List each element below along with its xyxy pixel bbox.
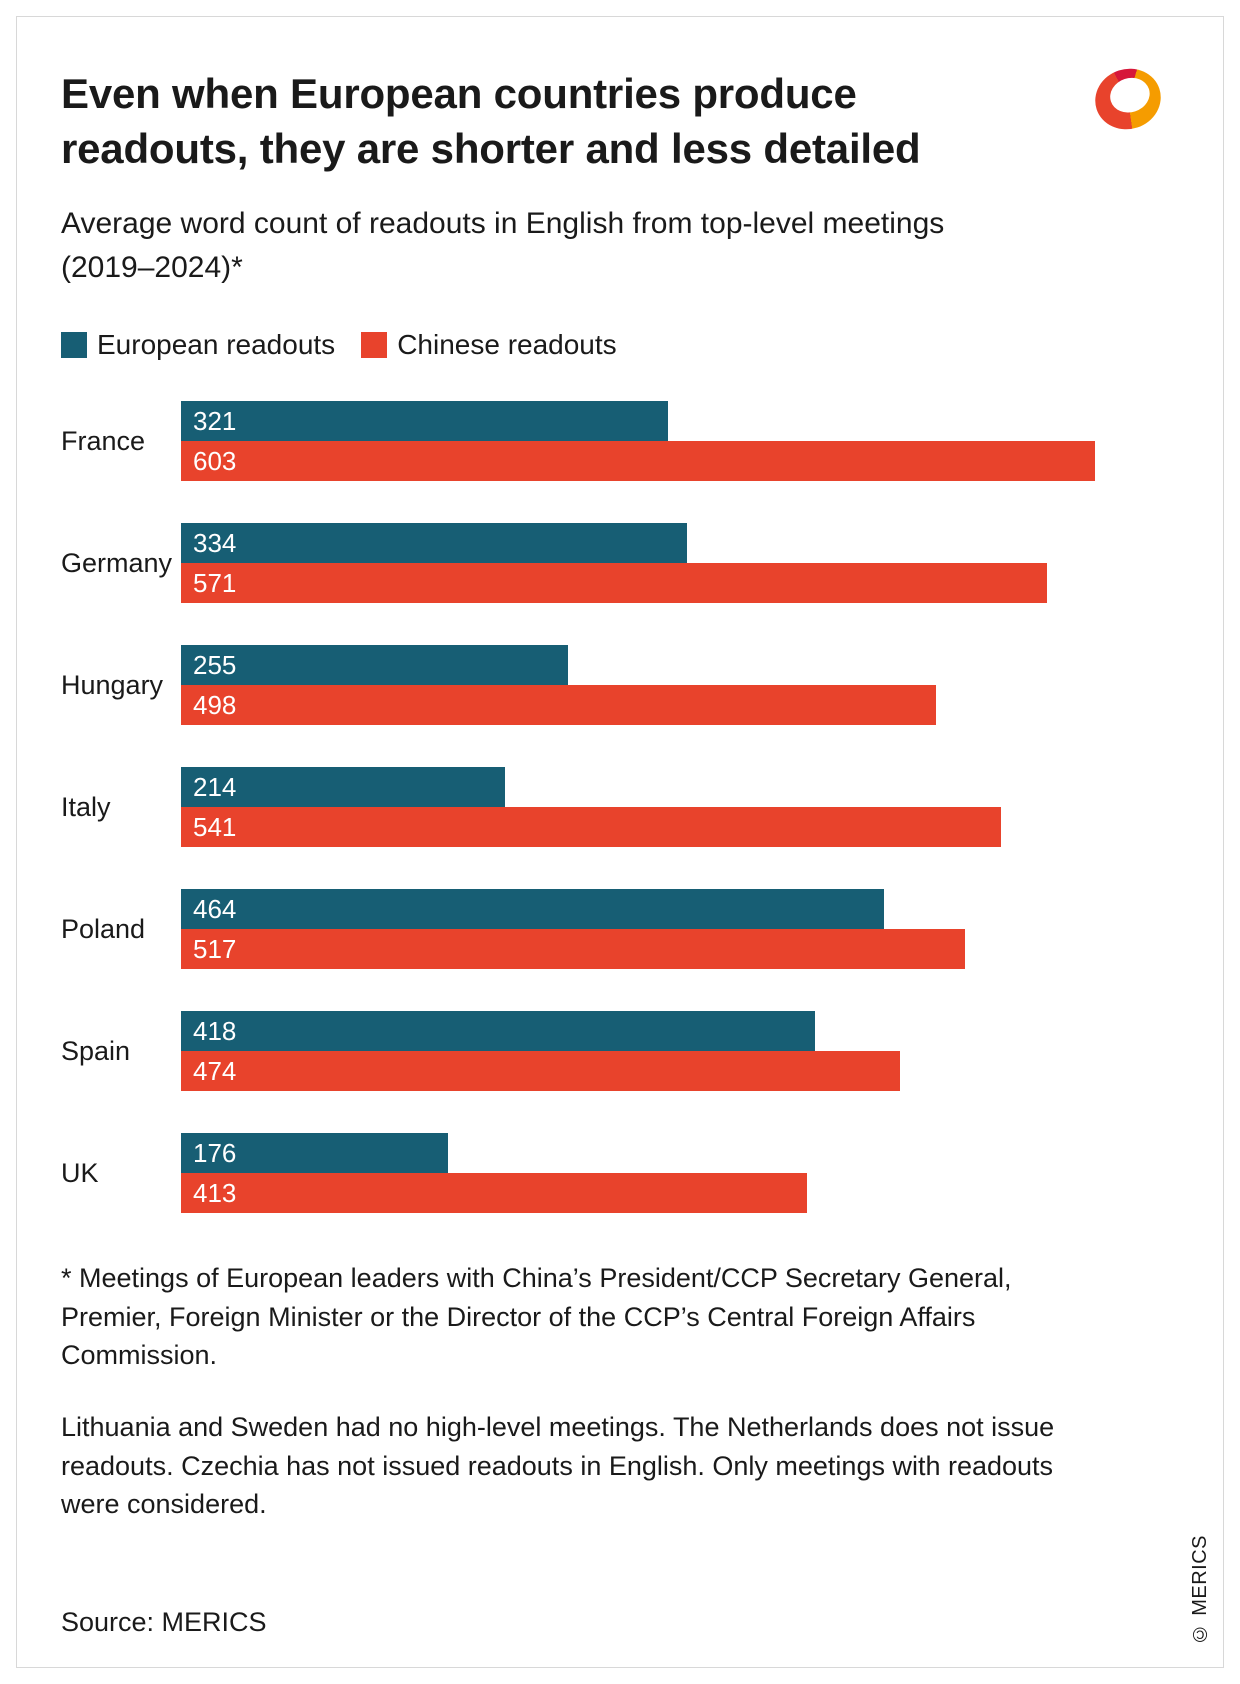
copyright-vertical: © MERICS (1189, 1534, 1211, 1644)
legend-swatch-european (61, 332, 87, 359)
bar-group: 321 603 (181, 401, 1121, 482)
chart-row-spain: Spain 418 474 (61, 1011, 1121, 1092)
bar-value-label: 321 (193, 405, 237, 436)
chart-rows: France 321 603 Germany 334 571 Hungary 255 498 It… (61, 401, 1121, 1214)
bar-european-france: 321 (181, 401, 668, 442)
footnote-asterisk: * Meetings of European leaders with Chin… (61, 1263, 1012, 1370)
bar-value-label: 334 (193, 527, 237, 558)
bar-european-italy: 214 (181, 767, 506, 808)
bar-group: 418 474 (181, 1011, 1121, 1092)
bar-value-label: 214 (193, 771, 237, 802)
bar-chinese-poland: 517 (181, 929, 965, 970)
bar-group: 176 413 (181, 1133, 1121, 1214)
bar-value-label: 176 (193, 1137, 237, 1168)
bar-value-label: 413 (193, 1177, 237, 1208)
bar-value-label: 464 (193, 893, 237, 924)
category-label: France (61, 425, 146, 456)
legend-label-european: European readouts (97, 329, 336, 361)
category-label: Germany (61, 547, 173, 578)
chart-row-poland: Poland 464 517 (61, 889, 1121, 970)
chart-row-france: France 321 603 (61, 401, 1121, 482)
bar-chinese-italy: 541 (181, 807, 1002, 848)
category-label: UK (61, 1157, 99, 1188)
bar-value-label: 541 (193, 811, 237, 842)
bar-value-label: 255 (193, 649, 237, 680)
bar-group: 214 541 (181, 767, 1121, 848)
category-label: Poland (61, 913, 146, 944)
bar-chinese-hungary: 498 (181, 685, 936, 726)
merics-swirl-icon (1087, 60, 1169, 138)
chart-row-hungary: Hungary 255 498 (61, 645, 1121, 726)
chart-row-italy: Italy 214 541 (61, 767, 1121, 848)
bar-group: 255 498 (181, 645, 1121, 726)
header: Even when European countries produce rea… (61, 60, 1179, 176)
chart-subtitle: Average word count of readouts in Englis… (61, 207, 945, 284)
bar-group: 464 517 (181, 889, 1121, 970)
legend-item-chinese: Chinese readouts (361, 329, 617, 361)
chart-row-germany: Germany 334 571 (61, 523, 1121, 604)
category-label: Hungary (61, 669, 164, 700)
bar-chinese-germany: 571 (181, 563, 1047, 604)
merics-logo-icon (1087, 60, 1169, 138)
bar-value-label: 603 (193, 445, 237, 476)
bar-value-label: 517 (193, 933, 237, 964)
chart-legend: European readouts Chinese readouts (61, 329, 1179, 361)
bar-chart: France 321 603 Germany 334 571 Hungary 255 498 It… (61, 401, 1179, 1214)
bar-european-uk: 176 (181, 1133, 448, 1174)
footnote-coverage: Lithuania and Sweden had no high-level m… (61, 1412, 1055, 1519)
bar-chinese-uk: 413 (181, 1173, 808, 1214)
bar-chinese-france: 603 (181, 441, 1096, 482)
category-label: Spain (61, 1035, 131, 1066)
bar-value-label: 474 (193, 1055, 237, 1086)
category-label: Italy (61, 791, 111, 822)
legend-swatch-chinese (361, 332, 388, 359)
page-title: Even when European countries produce rea… (61, 70, 921, 172)
bar-value-label: 571 (193, 567, 237, 598)
legend-item-european: European readouts (61, 329, 335, 361)
bar-group: 334 571 (181, 523, 1121, 604)
chart-row-uk: UK 176 413 (61, 1133, 1121, 1214)
bar-european-poland: 464 (181, 889, 885, 930)
bar-european-spain: 418 (181, 1011, 815, 1052)
bar-value-label: 418 (193, 1015, 237, 1046)
footnotes: * Meetings of European leaders with Chin… (61, 1259, 1071, 1523)
bar-european-germany: 334 (181, 523, 688, 564)
bar-european-hungary: 255 (181, 645, 568, 686)
page-frame: Even when European countries produce rea… (16, 16, 1224, 1668)
bar-chinese-spain: 474 (181, 1051, 900, 1092)
bar-value-label: 498 (193, 689, 237, 720)
legend-label-chinese: Chinese readouts (397, 329, 617, 361)
source-line: Source: MERICS (61, 1607, 267, 1638)
